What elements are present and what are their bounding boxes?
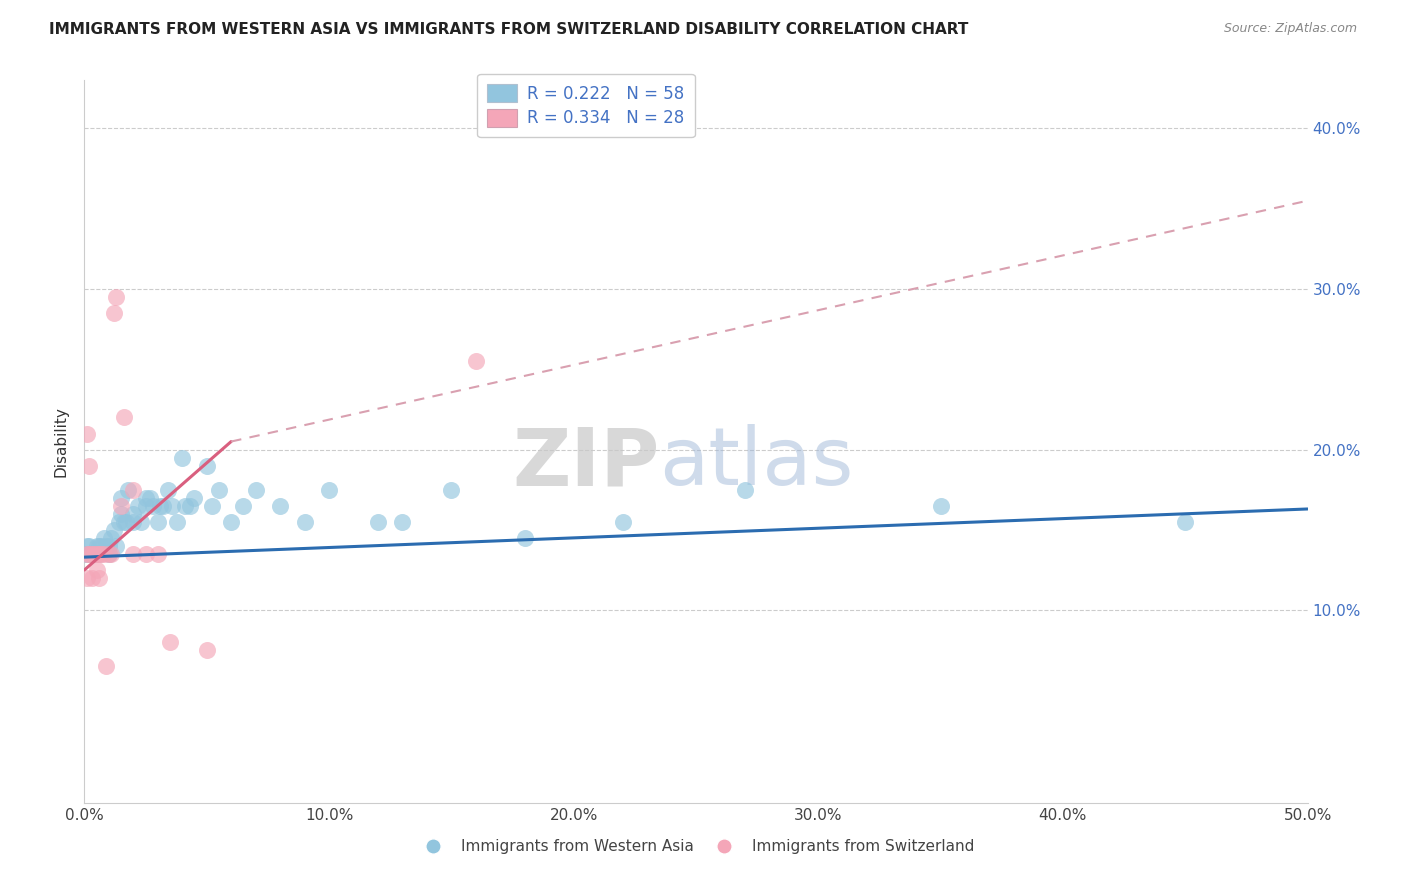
Point [127, 499, 149, 513]
Point [200, 499, 222, 513]
Point [90, 539, 112, 553]
Text: atlas: atlas [659, 425, 853, 502]
Y-axis label: Disability: Disability [53, 406, 69, 477]
Point [440, 483, 463, 497]
Point [77, 539, 100, 553]
Point [103, 306, 125, 320]
Point [179, 499, 201, 513]
Point [87, 539, 110, 553]
Point [269, 499, 291, 513]
Point [86, 547, 108, 561]
Point [159, 635, 181, 649]
Point [76, 539, 98, 553]
Point [1174, 515, 1197, 529]
Point [93, 547, 115, 561]
Point [86, 539, 108, 553]
Point [929, 499, 952, 513]
Point [87, 547, 110, 561]
Point [112, 410, 135, 425]
Point [172, 450, 194, 465]
Point [110, 491, 132, 505]
Point [117, 483, 139, 497]
Point [97, 539, 120, 553]
Point [87, 571, 110, 585]
Point [208, 483, 231, 497]
Point [232, 499, 254, 513]
Point [110, 507, 132, 521]
Point [76, 571, 98, 585]
Point [86, 563, 108, 577]
Point [80, 547, 103, 561]
Point [97, 547, 120, 561]
Point [100, 547, 122, 561]
Point [162, 499, 184, 513]
Point [139, 491, 162, 505]
Point [195, 458, 218, 473]
Legend: Immigrants from Western Asia, Immigrants from Switzerland: Immigrants from Western Asia, Immigrants… [412, 833, 980, 860]
Point [318, 483, 340, 497]
Point [612, 515, 634, 529]
Point [77, 547, 100, 561]
Point [96, 539, 118, 553]
Point [122, 507, 145, 521]
Point [83, 547, 105, 561]
Point [105, 539, 128, 553]
Point [122, 515, 145, 529]
Point [76, 547, 98, 561]
Point [103, 523, 125, 537]
Point [129, 515, 152, 529]
Point [245, 483, 267, 497]
Point [97, 547, 120, 561]
Point [80, 571, 103, 585]
Point [110, 499, 132, 513]
Point [294, 515, 316, 529]
Point [90, 547, 112, 561]
Point [464, 354, 486, 368]
Point [93, 531, 115, 545]
Point [149, 499, 172, 513]
Point [135, 547, 157, 561]
Point [80, 547, 103, 561]
Point [173, 499, 195, 513]
Point [142, 499, 165, 513]
Text: ZIP: ZIP [512, 425, 659, 502]
Point [77, 458, 100, 473]
Point [115, 515, 138, 529]
Point [152, 499, 174, 513]
Point [122, 483, 145, 497]
Text: IMMIGRANTS FROM WESTERN ASIA VS IMMIGRANTS FROM SWITZERLAND DISABILITY CORRELATI: IMMIGRANTS FROM WESTERN ASIA VS IMMIGRAN… [49, 22, 969, 37]
Point [146, 547, 169, 561]
Point [96, 659, 118, 673]
Point [166, 515, 188, 529]
Point [112, 515, 135, 529]
Point [76, 547, 98, 561]
Point [183, 491, 205, 505]
Point [76, 547, 98, 561]
Point [146, 515, 169, 529]
Point [83, 547, 105, 561]
Point [87, 547, 110, 561]
Point [734, 483, 756, 497]
Text: Source: ZipAtlas.com: Source: ZipAtlas.com [1223, 22, 1357, 36]
Point [76, 426, 98, 441]
Point [135, 499, 157, 513]
Point [122, 547, 145, 561]
Point [156, 483, 179, 497]
Point [195, 643, 218, 657]
Point [107, 515, 129, 529]
Point [391, 515, 413, 529]
Point [100, 531, 122, 545]
Point [367, 515, 389, 529]
Point [135, 491, 157, 505]
Point [219, 515, 242, 529]
Point [513, 531, 536, 545]
Point [105, 290, 128, 304]
